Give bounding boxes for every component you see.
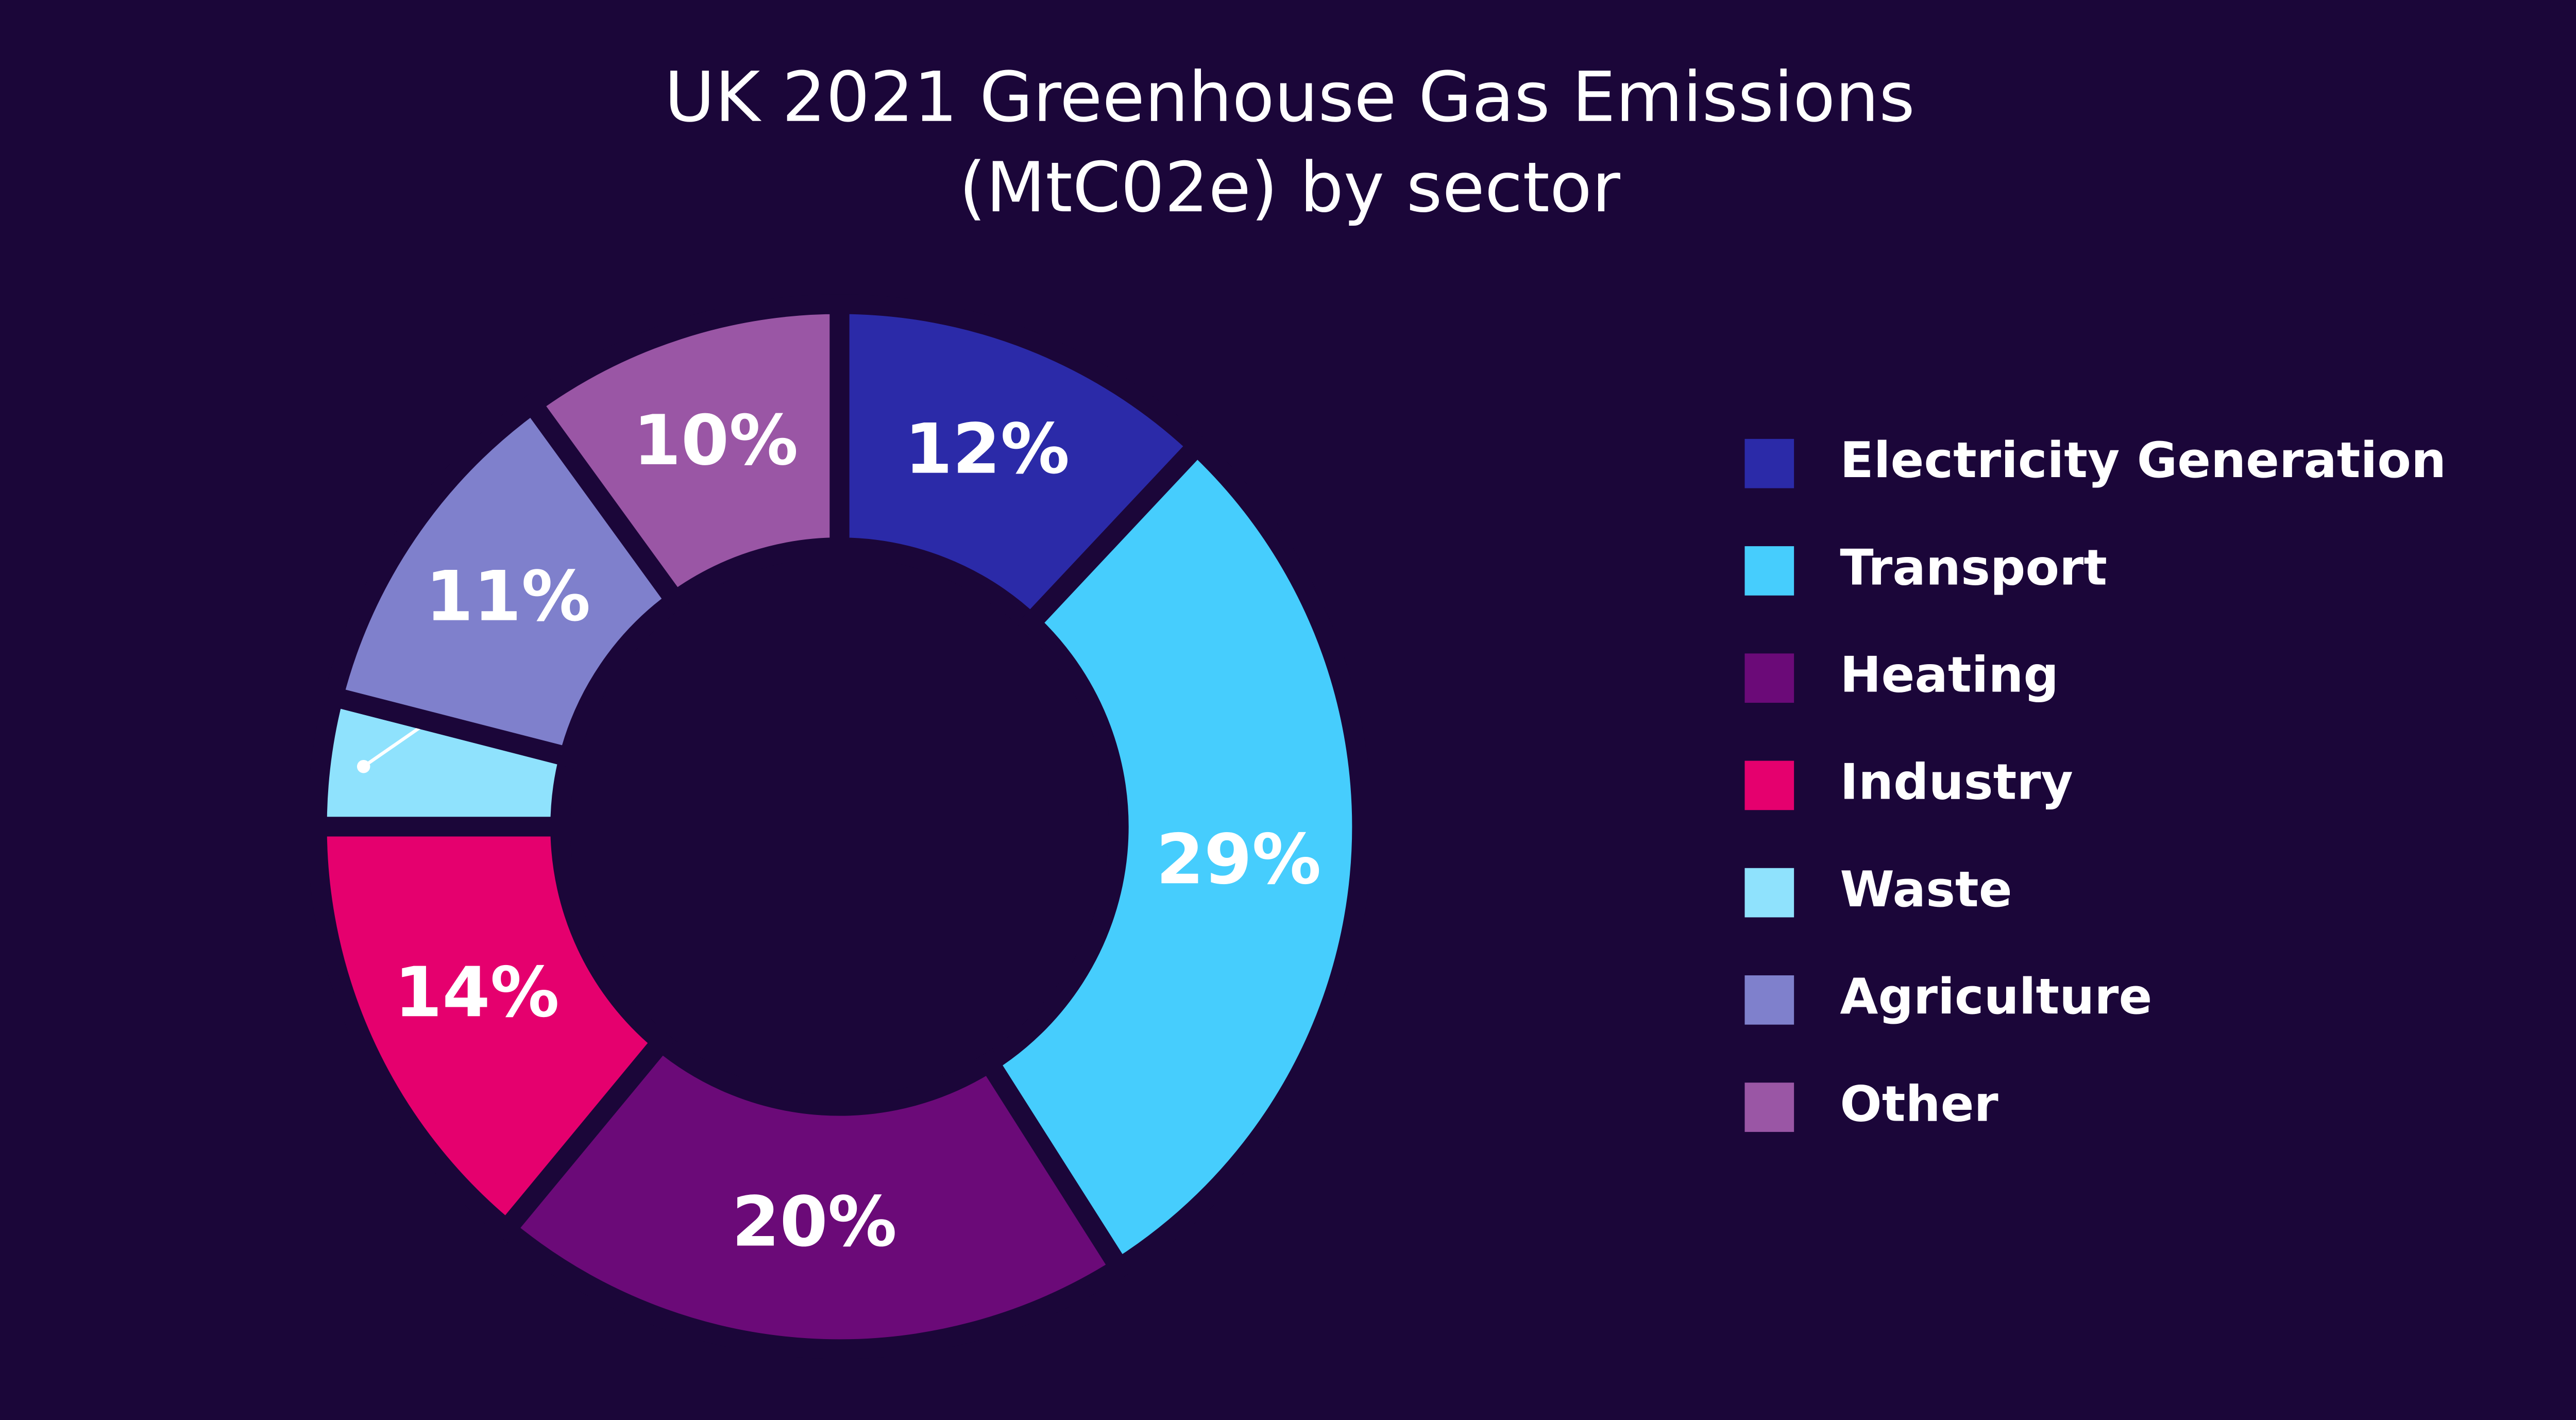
donut-slice <box>829 294 1211 637</box>
legend-label: Other <box>1840 1075 1998 1132</box>
legend-label: Waste <box>1840 860 2012 918</box>
donut-slice <box>975 432 1372 1281</box>
value-label: 14% <box>394 952 560 1033</box>
value-label: 29% <box>1156 819 1321 900</box>
legend-swatch <box>1744 438 1794 488</box>
value-label: 12% <box>905 409 1070 489</box>
legend-label: Industry <box>1840 753 2073 811</box>
legend-swatch <box>1744 546 1794 596</box>
legend-label: Transport <box>1840 538 2107 596</box>
donut-slice <box>518 294 850 615</box>
legend-label: Electricity Generation <box>1840 431 2446 489</box>
legend-swatch <box>1744 975 1794 1025</box>
legend-swatch <box>1744 1083 1794 1132</box>
legend-swatch <box>1744 760 1794 810</box>
donut-slice <box>307 817 675 1243</box>
chart-title: (MtC02e) by sector <box>959 147 1620 228</box>
chart-title: UK 2021 Greenhouse Gas Emissions <box>665 57 1915 138</box>
value-label: 20% <box>732 1182 897 1262</box>
legend-label: Agriculture <box>1840 968 2152 1025</box>
legend-swatch <box>1744 868 1794 918</box>
value-label: 11% <box>426 556 591 637</box>
donut-slice <box>493 1028 1133 1359</box>
legend-label: Heating <box>1840 646 2059 703</box>
value-label: 10% <box>633 400 799 481</box>
legend-swatch <box>1744 653 1794 703</box>
